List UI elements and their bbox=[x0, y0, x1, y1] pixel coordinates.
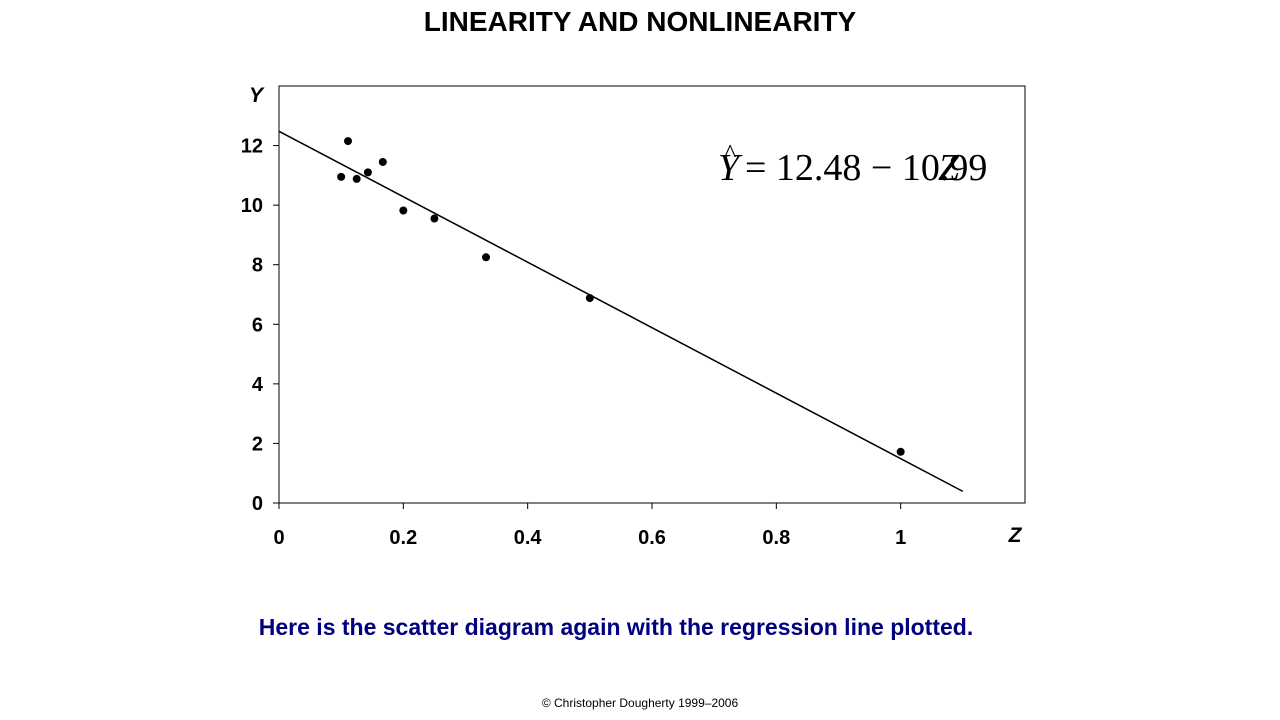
y-tick-label: 8 bbox=[252, 255, 263, 277]
regression-line bbox=[278, 130, 964, 493]
x-axis-ticks: 0 0.2 0.4 0.6 0.8 1 bbox=[273, 503, 906, 549]
data-point bbox=[378, 157, 387, 166]
y-tick-label: 4 bbox=[252, 374, 264, 396]
x-tick-label: 0.6 bbox=[638, 527, 666, 549]
x-tick-label: 0.4 bbox=[514, 527, 543, 549]
y-tick-label: 0 bbox=[252, 493, 263, 515]
y-tick-label: 2 bbox=[252, 433, 263, 455]
regression-equation: Y ^ = 12.48 − 10.99 Z bbox=[718, 139, 987, 189]
x-tick-label: 0.2 bbox=[389, 527, 417, 549]
data-point bbox=[363, 168, 372, 177]
x-tick-label: 0 bbox=[273, 527, 284, 549]
equation-yhat: Y bbox=[718, 147, 743, 189]
x-axis-label: Z bbox=[1008, 524, 1023, 547]
slide-caption: Here is the scatter diagram again with t… bbox=[258, 614, 974, 640]
y-axis-ticks: 0 2 4 6 8 10 12 bbox=[241, 136, 279, 515]
data-point bbox=[352, 174, 361, 183]
y-tick-label: 12 bbox=[241, 136, 263, 158]
copyright-notice: © Christopher Dougherty 1999–2006 bbox=[541, 696, 739, 710]
data-point bbox=[344, 137, 353, 146]
y-axis-label: Y bbox=[249, 84, 265, 107]
data-point bbox=[337, 172, 346, 181]
slide-title: LINEARITY AND NONLINEARITY bbox=[423, 6, 857, 37]
equation-variable: Z bbox=[938, 147, 960, 189]
equation-hat-accent: ^ bbox=[724, 139, 736, 168]
data-points bbox=[337, 137, 905, 456]
data-point bbox=[430, 214, 439, 223]
y-tick-label: 10 bbox=[241, 195, 263, 217]
x-tick-label: 0.8 bbox=[762, 527, 790, 549]
x-tick-label: 1 bbox=[895, 527, 906, 549]
data-point bbox=[399, 206, 408, 215]
equation-rhs: = 12.48 − 10.99 bbox=[745, 147, 987, 189]
data-point bbox=[585, 294, 594, 303]
data-point bbox=[482, 253, 491, 262]
y-tick-label: 6 bbox=[252, 314, 263, 336]
data-point bbox=[896, 447, 905, 456]
